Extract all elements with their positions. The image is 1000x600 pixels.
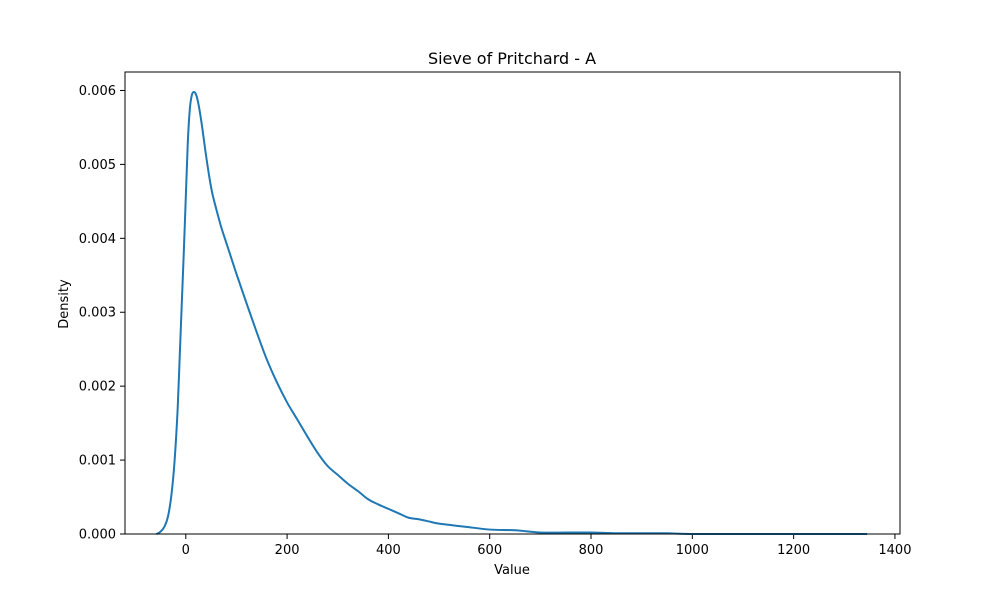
y-tick-label: 0.002 (79, 380, 116, 395)
x-tick-label: 1200 (777, 543, 810, 558)
x-tick-label: 1000 (676, 543, 709, 558)
x-axis-ticks: 0 200 400 600 800 1000 1200 1400 (182, 534, 911, 558)
y-tick-label: 0.003 (79, 306, 116, 321)
series-line (155, 90, 868, 536)
y-tick-label: 0.001 (79, 454, 116, 469)
chart-title: Sieve of Pritchard - A (428, 49, 596, 68)
x-axis-label: Value (494, 563, 530, 578)
x-tick-label: 200 (275, 543, 300, 558)
plot-frame (124, 71, 901, 535)
y-axis-ticks: 0.000 0.001 0.002 0.003 0.004 0.005 0.006 (79, 84, 125, 543)
x-tick-label: 1400 (878, 543, 911, 558)
x-tick-label: 400 (376, 543, 401, 558)
x-tick-label: 800 (579, 543, 604, 558)
y-tick-label: 0.004 (79, 232, 116, 247)
y-tick-label: 0.000 (79, 528, 116, 543)
x-tick-label: 600 (477, 543, 502, 558)
y-tick-label: 0.005 (79, 158, 116, 173)
x-tick-label: 0 (182, 543, 190, 558)
plot-area: 0 200 400 600 800 1000 1200 1400 0.0000.0010.00… (79, 71, 911, 558)
y-tick-label: 0.006 (79, 84, 116, 99)
y-axis-label: Density (57, 279, 72, 329)
